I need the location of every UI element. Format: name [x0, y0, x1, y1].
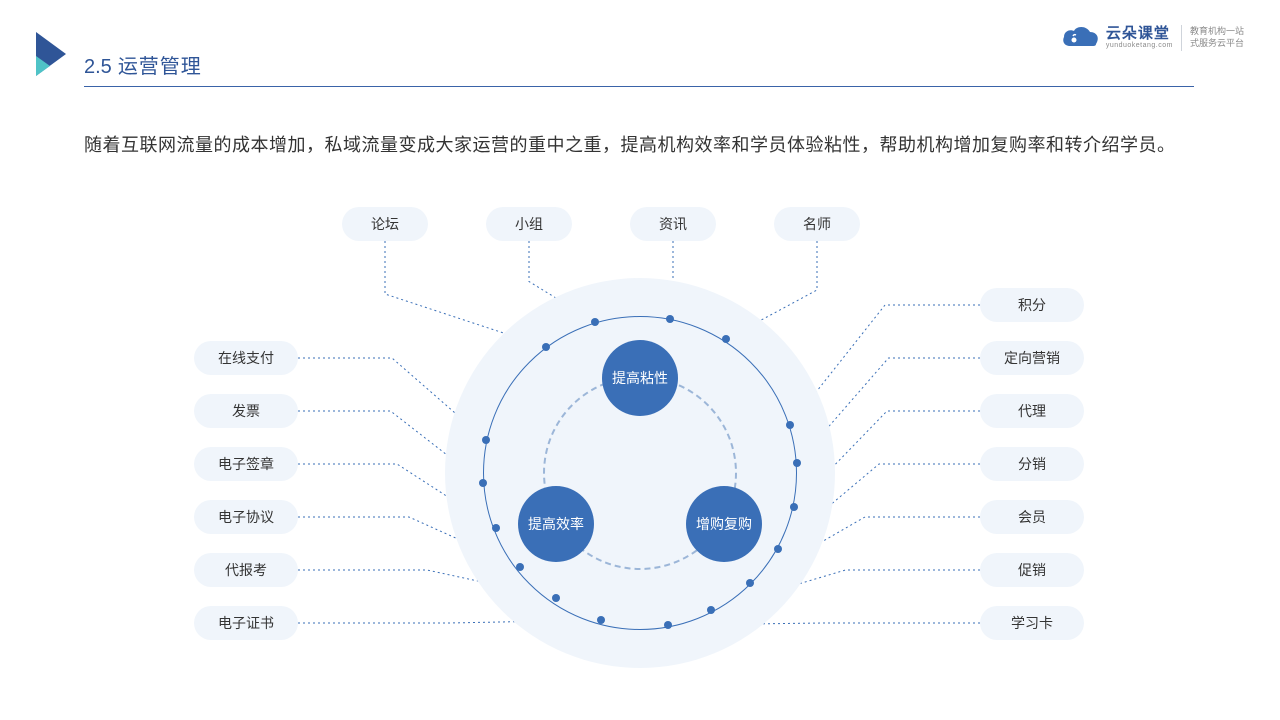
- left-pill-1: 发票: [194, 394, 298, 428]
- right-pill-1: 定向营销: [980, 341, 1084, 375]
- dot-15: [552, 594, 560, 602]
- dot-13: [492, 524, 500, 532]
- right-pill-0: 积分: [980, 288, 1084, 322]
- dot-10: [664, 621, 672, 629]
- dot-8: [746, 579, 754, 587]
- top-pill-2: 资讯: [630, 207, 716, 241]
- dot-12: [479, 479, 487, 487]
- corner-play-icon: [36, 32, 70, 81]
- top-pill-1: 小组: [486, 207, 572, 241]
- hub-1: 提高效率: [518, 486, 594, 562]
- slide: 2.5 运营管理 云朵课堂 yunduoketang.com 教育机构一站 式服…: [0, 0, 1280, 720]
- section-number: 2.5: [84, 56, 112, 79]
- section-title: 运营管理: [118, 50, 202, 79]
- top-pill-3: 名师: [774, 207, 860, 241]
- dot-6: [790, 503, 798, 511]
- intro-paragraph: 随着互联网流量的成本增加，私域流量变成大家运营的重中之重，提高机构效率和学员体验…: [84, 128, 1194, 162]
- brand-logo: 云朵课堂 yunduoketang.com 教育机构一站 式服务云平台: [1060, 24, 1244, 52]
- dot-0: [542, 343, 550, 351]
- hub-0: 提高粘性: [602, 340, 678, 416]
- brand-name: 云朵课堂: [1106, 26, 1173, 43]
- dot-2: [666, 315, 674, 323]
- brand-tagline: 教育机构一站 式服务云平台: [1190, 26, 1244, 49]
- right-pill-6: 学习卡: [980, 606, 1084, 640]
- left-pill-4: 代报考: [194, 553, 298, 587]
- dot-14: [516, 563, 524, 571]
- left-pill-3: 电子协议: [194, 500, 298, 534]
- dot-16: [597, 616, 605, 624]
- brand-text: 云朵课堂 yunduoketang.com: [1106, 26, 1173, 50]
- tagline-line1: 教育机构一站: [1190, 26, 1244, 38]
- hub-2: 增购复购: [686, 486, 762, 562]
- operations-diagram: 提高粘性提高效率 增购复购 论坛 小组 资讯 名师在线支付发票电子签章电子协议代报考电子证…: [0, 198, 1280, 718]
- dot-11: [482, 436, 490, 444]
- left-pill-2: 电子签章: [194, 447, 298, 481]
- dot-4: [786, 421, 794, 429]
- dot-1: [591, 318, 599, 326]
- top-pill-0: 论坛: [342, 207, 428, 241]
- tagline-line2: 式服务云平台: [1190, 38, 1244, 50]
- dot-3: [722, 335, 730, 343]
- brand-domain: yunduoketang.com: [1106, 42, 1173, 50]
- title-underline: [84, 86, 1194, 87]
- right-pill-3: 分销: [980, 447, 1084, 481]
- logo-divider: [1181, 25, 1182, 51]
- section-header: 2.5 运营管理: [84, 50, 202, 79]
- right-pill-5: 促销: [980, 553, 1084, 587]
- right-pill-4: 会员: [980, 500, 1084, 534]
- dot-7: [774, 545, 782, 553]
- cloud-icon: [1060, 24, 1100, 52]
- left-pill-0: 在线支付: [194, 341, 298, 375]
- right-pill-2: 代理: [980, 394, 1084, 428]
- dot-5: [793, 459, 801, 467]
- dot-9: [707, 606, 715, 614]
- left-pill-5: 电子证书: [194, 606, 298, 640]
